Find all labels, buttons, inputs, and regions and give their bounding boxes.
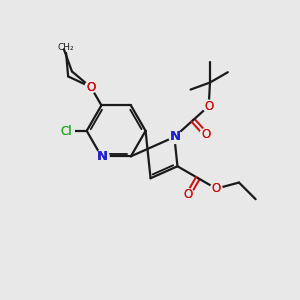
Text: O: O [86, 81, 96, 94]
Circle shape [169, 130, 182, 143]
Circle shape [96, 150, 109, 163]
Text: O: O [86, 80, 95, 94]
Circle shape [203, 100, 214, 112]
Circle shape [210, 183, 222, 194]
Text: O: O [201, 128, 210, 141]
Text: O: O [184, 188, 193, 201]
Text: CH₂: CH₂ [57, 43, 74, 52]
Text: O: O [184, 188, 193, 201]
Text: O: O [86, 80, 95, 94]
Text: Cl: Cl [60, 125, 72, 138]
Text: O: O [201, 128, 210, 141]
Text: O: O [204, 100, 213, 112]
Text: O: O [204, 100, 213, 112]
Text: N: N [97, 150, 108, 163]
Circle shape [58, 123, 74, 140]
Text: N: N [170, 130, 181, 143]
Text: O: O [212, 182, 221, 195]
Text: N: N [170, 130, 181, 143]
Circle shape [85, 81, 97, 93]
Circle shape [200, 129, 212, 140]
Text: N: N [97, 150, 108, 163]
Text: O: O [212, 182, 221, 195]
Circle shape [182, 189, 194, 200]
Text: Cl: Cl [60, 125, 72, 138]
